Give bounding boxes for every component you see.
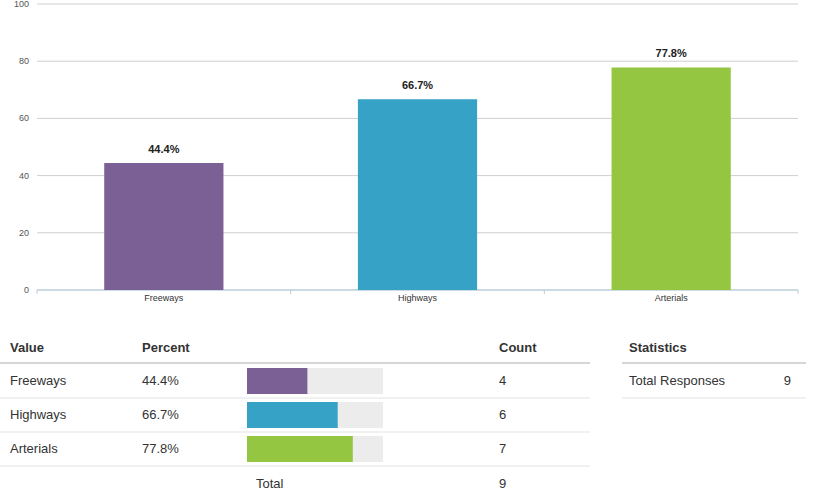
mini-bar-track (247, 368, 383, 394)
table-total-count: 9 (499, 476, 506, 491)
statistics-title: Statistics (629, 340, 687, 355)
y-tick-label: 80 (19, 56, 29, 66)
mini-bar (247, 402, 338, 428)
mini-bar (247, 436, 353, 462)
x-tick-label: Freeways (144, 293, 184, 303)
x-tick (544, 290, 545, 294)
y-tick-label: 60 (19, 113, 29, 123)
table-cell: Freeways (10, 373, 67, 388)
mini-bar-track (247, 402, 383, 428)
grid-line (37, 4, 798, 5)
table: Value Percent Count Freeways 44.4% 4 Highways 6… (0, 340, 590, 491)
table-rule (0, 432, 590, 433)
table-header: Count (499, 340, 537, 355)
mini-bar (247, 368, 307, 394)
table-cell: 4 (499, 373, 506, 388)
table-cell: Highways (10, 407, 67, 422)
bar (358, 99, 477, 290)
data-labels: 44.4% 66.7% 77.8% (148, 47, 687, 155)
statistics-label: Total Responses (629, 373, 726, 388)
y-tick-label: 100 (14, 0, 29, 9)
x-tick (798, 290, 799, 294)
statistics-rule (622, 398, 806, 399)
mini-bar-track (247, 436, 383, 462)
y-tick-label: 40 (19, 171, 29, 181)
table-cell: 7 (499, 441, 506, 456)
table-rule (0, 466, 590, 467)
table-cell: Arterials (10, 441, 58, 456)
y-tick-label: 20 (19, 228, 29, 238)
x-tick (37, 290, 38, 294)
bar (104, 163, 223, 290)
table-rule (0, 362, 590, 364)
grid-line (37, 61, 798, 62)
data-label: 66.7% (402, 79, 433, 91)
table-cell: 77.8% (142, 441, 179, 456)
table-rule (0, 398, 590, 399)
y-axis: 0 20 40 60 80 100 (14, 0, 798, 295)
y-tick-label: 0 (24, 285, 29, 295)
table-cell: 66.7% (142, 407, 179, 422)
x-tick-label: Arterials (655, 293, 689, 303)
x-tick (290, 290, 291, 294)
table-cell: 44.4% (142, 373, 179, 388)
statistics-rule (622, 362, 806, 364)
bars (104, 67, 731, 290)
x-axis: Freeways Highways Arterials (37, 290, 798, 303)
table-header: Percent (142, 340, 190, 355)
x-tick-label: Highways (398, 293, 438, 303)
table-total-label: Total (256, 476, 284, 491)
data-label: 44.4% (148, 143, 179, 155)
statistics: Statistics Total Responses 9 (622, 340, 806, 398)
table-cell: 6 (499, 407, 506, 422)
data-label: 77.8% (656, 47, 687, 59)
statistics-value: 9 (784, 373, 791, 388)
bar (612, 67, 731, 290)
table-header: Value (10, 340, 44, 355)
page: 0 20 40 60 80 100 Freeways Highways Arterials 44.… (0, 0, 825, 502)
